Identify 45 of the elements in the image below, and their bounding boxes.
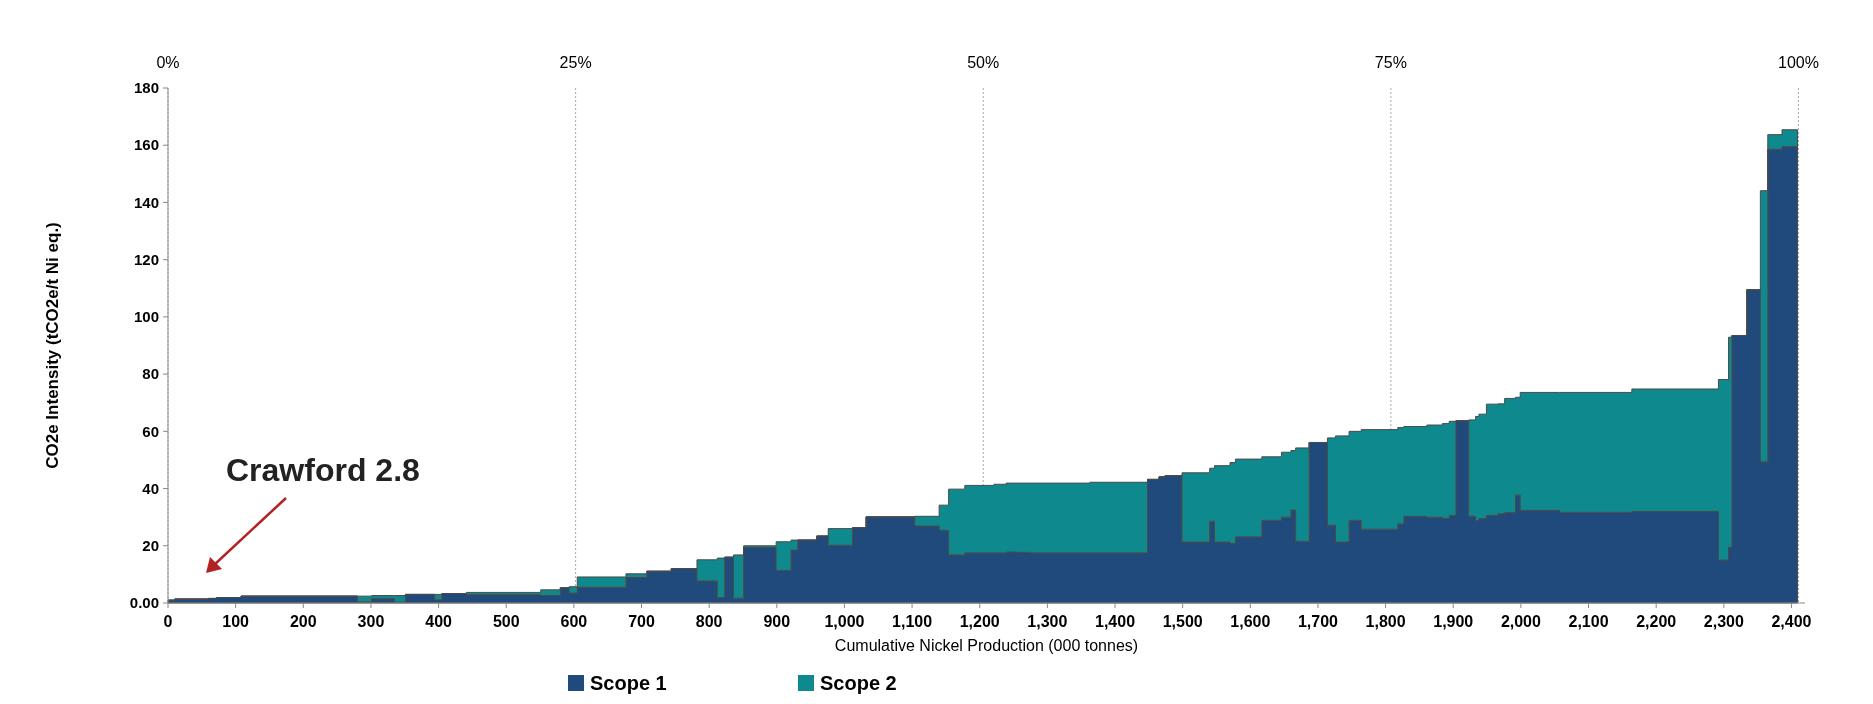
y-tick-label: 80 <box>142 365 159 383</box>
x-tick-label: 200 <box>289 613 317 630</box>
x-tick-label: 1,600 <box>1230 613 1271 630</box>
y-tick-label: 40 <box>142 479 159 497</box>
x-axis-title: Cumulative Nickel Production (000 tonnes) <box>834 637 1139 654</box>
x-tick-label: 1,900 <box>1433 613 1474 630</box>
x-tick-label: 1,500 <box>1162 613 1203 630</box>
x-tick-label: 2,100 <box>1568 613 1609 630</box>
x-tick-label: 800 <box>695 613 723 630</box>
x2-tick-label: 25% <box>559 54 592 71</box>
x-tick-label: 1,200 <box>959 613 1000 630</box>
x2-tick-label: 75% <box>1374 54 1407 71</box>
y-tick-label: 20 <box>142 537 159 555</box>
y-tick-label: 100 <box>133 308 159 326</box>
x-tick-label: 1,300 <box>1027 613 1068 630</box>
x-tick-label: 2,300 <box>1703 613 1744 630</box>
x-tick-label: 1,100 <box>892 613 933 630</box>
y-tick-label: 0.00 <box>129 594 159 612</box>
x-tick-label: 2,200 <box>1636 613 1677 630</box>
legend-label: Scope 1 <box>590 672 667 694</box>
x-tick-label: 700 <box>628 613 655 630</box>
x-tick-label: 0 <box>163 613 173 630</box>
annotation: Crawford 2.8 <box>226 452 420 488</box>
x2-tick-label: 50% <box>967 54 1000 71</box>
x-tick-label: 100 <box>222 613 250 630</box>
y-tick-label: 120 <box>133 250 159 268</box>
x-tick-label: 500 <box>492 613 520 630</box>
x-tick-label: 1,400 <box>1095 613 1136 630</box>
x-tick-label: 900 <box>763 613 791 630</box>
x-tick-label: 600 <box>560 613 588 630</box>
x-tick-label: 1,000 <box>824 613 865 630</box>
y-tick-label: 180 <box>133 79 159 97</box>
x-tick-label: 1,800 <box>1365 613 1406 630</box>
x2-tick-label: 100% <box>1778 54 1819 71</box>
y-tick-label: 140 <box>133 193 159 211</box>
x-tick-label: 400 <box>425 613 453 630</box>
y-tick-label: 160 <box>133 136 159 154</box>
x-tick-label: 2,000 <box>1500 613 1542 630</box>
x2-tick-label: 0% <box>156 54 180 71</box>
x-tick-label: 2,400 <box>1771 613 1812 630</box>
y-tick-label: 60 <box>142 422 159 440</box>
x-tick-label: 1,700 <box>1297 613 1339 630</box>
y-axis-title: CO2e Intensity (tCO2e/t Ni eq.) <box>43 222 62 469</box>
legend-label: Scope 2 <box>820 672 897 694</box>
x-tick-label: 300 <box>357 613 385 630</box>
